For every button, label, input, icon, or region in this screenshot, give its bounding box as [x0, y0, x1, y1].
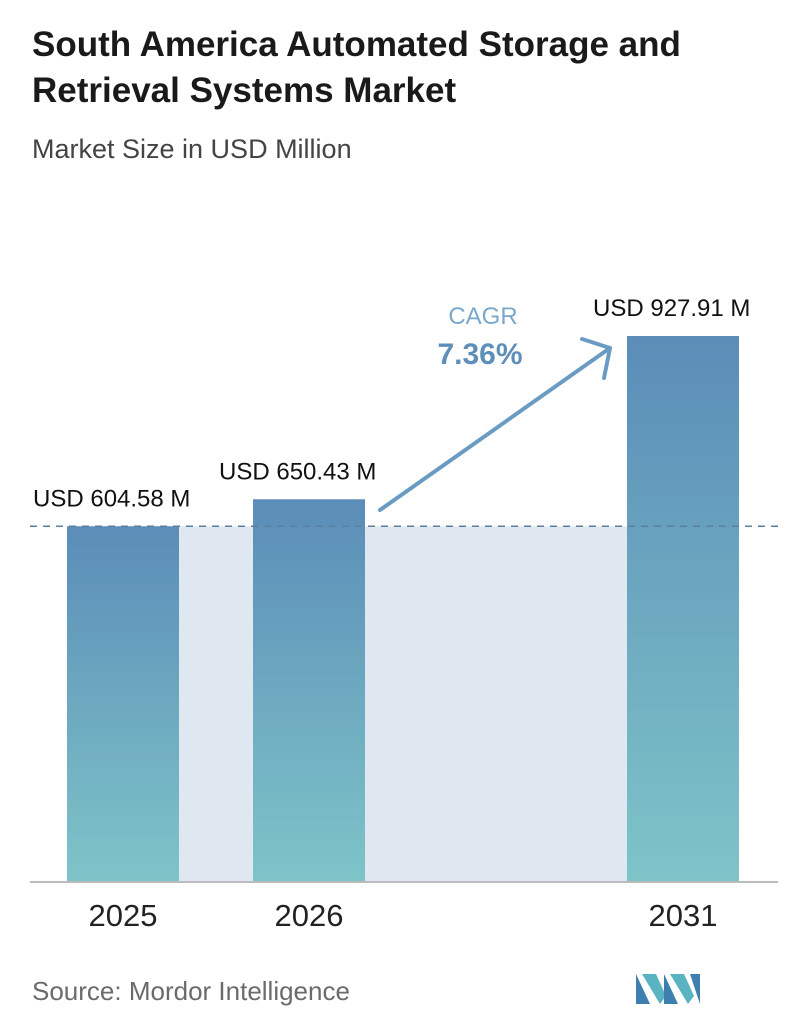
value-label-2025: USD 604.58 M: [33, 485, 190, 512]
cagr-arrowhead-icon: [580, 337, 612, 380]
value-label-2031: USD 927.91 M: [593, 295, 750, 322]
band-segment: [365, 526, 627, 882]
bar-2025: [67, 526, 179, 882]
category-label-2025: 2025: [89, 898, 158, 933]
value-label-2026: USD 650.43 M: [219, 458, 376, 485]
cagr-value: 7.36%: [437, 338, 522, 371]
bar-2026: [253, 499, 365, 882]
source-note: Source: Mordor Intelligence: [32, 976, 350, 1006]
bar-chart: USD 604.58 M 2025 USD 650.43 M 2026 USD 927.…: [30, 295, 780, 933]
cagr-arrow: [378, 346, 612, 512]
band-segment: [179, 526, 253, 882]
category-label-2026: 2026: [275, 898, 344, 933]
category-label-2031: 2031: [649, 898, 718, 933]
bar-2031: [627, 336, 739, 882]
mordor-intelligence-logo-icon: [636, 974, 700, 1004]
chart-title: South America Automated Storage and Retr…: [32, 25, 681, 110]
chart-subtitle: Market Size in USD Million: [32, 134, 352, 164]
cagr-label: CAGR: [448, 303, 517, 330]
